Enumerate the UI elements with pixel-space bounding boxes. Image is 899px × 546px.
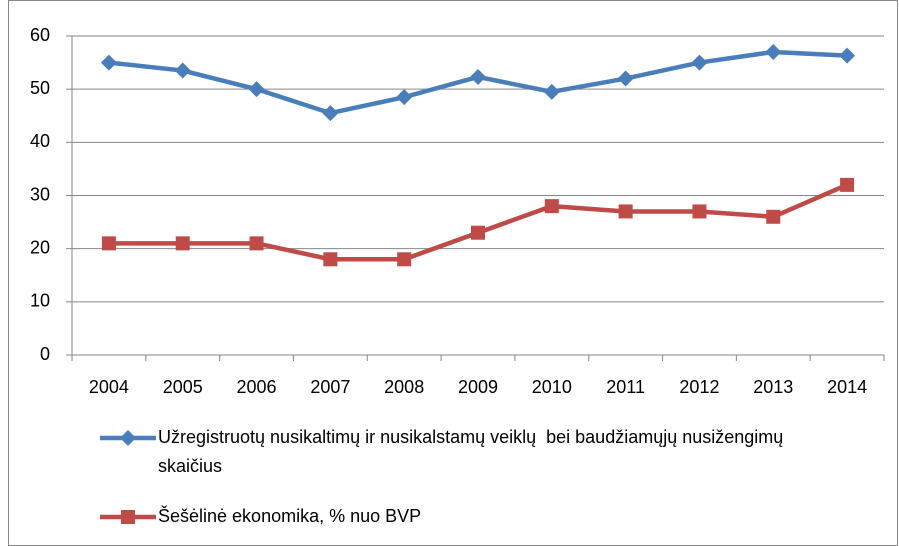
data-point: [101, 236, 116, 251]
y-tick-label: 30: [30, 184, 50, 204]
x-tick-label: 2013: [753, 377, 793, 397]
data-point: [691, 54, 708, 71]
data-point: [618, 204, 633, 219]
y-tick-label: 20: [30, 237, 50, 257]
data-point: [544, 199, 559, 214]
x-tick-label: 2010: [532, 377, 572, 397]
data-point: [471, 225, 485, 240]
x-tick-label: 2007: [310, 377, 350, 397]
chart-border: [8, 0, 898, 546]
y-tick-label: 40: [30, 131, 50, 151]
y-tick-label: 10: [30, 291, 50, 311]
x-tick-label: 2012: [679, 377, 719, 397]
legend-marker: [120, 430, 136, 446]
x-tick-label: 2004: [89, 377, 129, 397]
y-tick-label: 0: [40, 344, 50, 364]
x-tick-label: 2014: [827, 377, 867, 397]
data-point: [766, 209, 781, 224]
data-point: [470, 68, 486, 85]
legend-label: Užregistruotų nusikaltimų ir nusikalstam…: [158, 427, 789, 476]
data-point: [397, 252, 412, 267]
data-point: [175, 236, 190, 251]
data-point: [174, 62, 191, 79]
data-point: [322, 105, 339, 122]
x-tick-label: 2009: [458, 377, 498, 397]
y-tick-label: 50: [30, 78, 50, 98]
data-point: [249, 236, 264, 251]
data-point: [323, 252, 338, 267]
data-point: [396, 89, 413, 106]
data-point: [692, 204, 707, 219]
data-point: [839, 47, 856, 64]
data-point: [840, 177, 855, 192]
legend-label: Šešėlinė ekonomika, % nuo BVP: [158, 506, 422, 526]
x-tick-label: 2006: [237, 377, 277, 397]
legend-marker: [121, 510, 135, 524]
x-tick-label: 2011: [606, 377, 645, 397]
data-point: [543, 83, 560, 100]
data-point: [617, 70, 634, 87]
data-point: [248, 81, 265, 98]
data-point: [765, 43, 782, 60]
y-tick-label: 60: [30, 25, 50, 45]
x-tick-label: 2005: [163, 377, 203, 397]
data-point: [100, 54, 117, 71]
x-tick-label: 2008: [384, 377, 424, 397]
